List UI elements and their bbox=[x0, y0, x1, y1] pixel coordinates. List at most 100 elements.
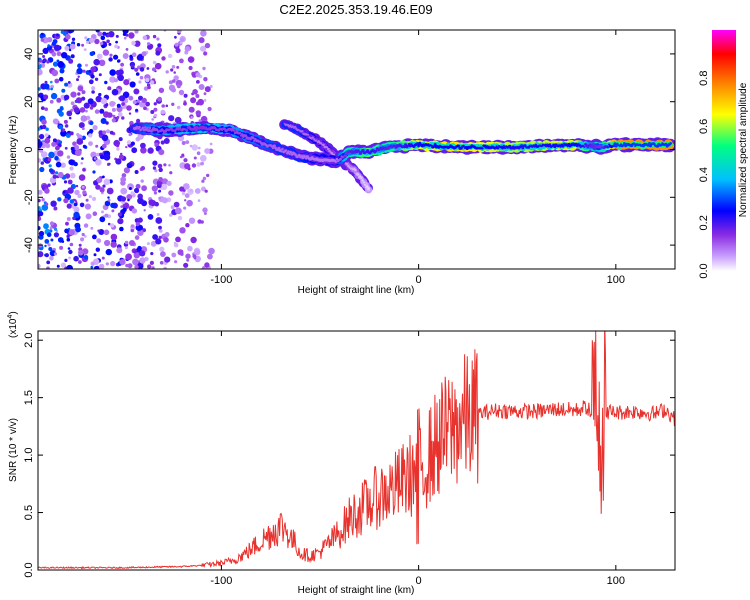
colorbar-tick-label: 0.6 bbox=[698, 119, 710, 134]
noise-speck bbox=[82, 69, 86, 73]
noise-speck bbox=[161, 56, 166, 61]
noise-speck bbox=[47, 243, 51, 247]
x-tick-label: 0 bbox=[416, 575, 422, 587]
noise-speck bbox=[117, 218, 124, 225]
noise-speck bbox=[173, 71, 176, 74]
noise-speck bbox=[136, 54, 144, 61]
noise-speck bbox=[79, 107, 86, 113]
noise-speck bbox=[48, 151, 55, 159]
ridge-mark bbox=[142, 128, 146, 132]
secondary-ridge-mark bbox=[315, 139, 318, 142]
noise-speck bbox=[125, 145, 128, 149]
noise-speck bbox=[152, 67, 156, 72]
noise-speck bbox=[134, 40, 141, 47]
noise-speck bbox=[147, 214, 154, 220]
x-tick-label: 0 bbox=[416, 274, 422, 286]
noise-speck bbox=[109, 53, 113, 57]
noise-speck bbox=[137, 229, 144, 236]
noise-speck bbox=[128, 187, 132, 190]
noise-speck bbox=[160, 140, 165, 145]
y-tick-label: 40 bbox=[23, 48, 35, 60]
noise-speck bbox=[204, 42, 211, 49]
noise-speck bbox=[70, 91, 77, 98]
noise-speck bbox=[96, 152, 100, 157]
noise-speck bbox=[100, 97, 108, 105]
noise-speck bbox=[137, 197, 144, 205]
spectrogram-y-axis-label: Frequency (Hz) bbox=[8, 116, 19, 185]
noise-speck bbox=[116, 247, 123, 254]
noise-speck bbox=[44, 244, 47, 248]
ridge-mark bbox=[194, 128, 198, 132]
noise-speck bbox=[183, 206, 187, 210]
noise-speck bbox=[50, 238, 54, 242]
noise-speck bbox=[49, 221, 55, 226]
noise-speck bbox=[183, 101, 187, 106]
noise-speck bbox=[73, 144, 80, 151]
noise-speck bbox=[78, 249, 84, 256]
noise-speck bbox=[82, 190, 87, 195]
noise-speck bbox=[185, 253, 191, 259]
noise-speck bbox=[83, 223, 89, 228]
noise-speck bbox=[80, 162, 83, 165]
noise-speck bbox=[81, 185, 85, 189]
noise-speck bbox=[93, 58, 100, 66]
noise-speck bbox=[202, 66, 206, 71]
noise-speck bbox=[118, 137, 123, 142]
noise-speck bbox=[46, 266, 50, 269]
ridge-mark bbox=[334, 160, 337, 163]
noise-speck bbox=[62, 190, 66, 194]
noise-speck bbox=[177, 215, 183, 221]
noise-speck bbox=[88, 141, 93, 147]
noise-speck bbox=[196, 151, 201, 155]
noise-speck bbox=[200, 161, 205, 166]
noise-speck bbox=[163, 266, 167, 269]
noise-speck bbox=[92, 125, 98, 131]
noise-speck bbox=[119, 95, 126, 102]
noise-speck bbox=[195, 72, 201, 78]
noise-speck bbox=[152, 60, 157, 65]
noise-speck bbox=[111, 107, 116, 112]
spectrogram-panel: -100 0 100 -40 -20 0 20 40 Height of straight … bbox=[8, 29, 676, 296]
spectrogram-y-ticks: -40 -20 0 20 40 bbox=[23, 48, 675, 253]
noise-speck bbox=[150, 252, 154, 256]
noise-speck bbox=[120, 187, 128, 195]
noise-speck bbox=[95, 95, 102, 103]
noise-speck bbox=[45, 143, 51, 149]
noise-speck bbox=[182, 183, 190, 190]
snr-exponent-label: (x104) bbox=[7, 311, 19, 338]
noise-speck bbox=[164, 232, 170, 237]
secondary-ridge-mark bbox=[354, 168, 357, 172]
noise-speck bbox=[55, 161, 62, 168]
noise-speck bbox=[49, 99, 54, 104]
noise-speck bbox=[196, 80, 200, 84]
noise-speck bbox=[40, 32, 44, 36]
noise-speck bbox=[52, 39, 58, 44]
noise-speck bbox=[38, 230, 45, 237]
noise-speck bbox=[106, 39, 110, 44]
noise-speck bbox=[149, 260, 154, 265]
ridge-mark bbox=[277, 146, 281, 150]
ridge-mark bbox=[632, 142, 636, 145]
noise-speck bbox=[83, 255, 89, 260]
noise-speck bbox=[97, 31, 103, 37]
noise-speck bbox=[54, 227, 58, 231]
snr-frame bbox=[37, 330, 676, 571]
noise-speck bbox=[106, 33, 110, 38]
secondary-ridge-mark bbox=[301, 130, 304, 133]
noise-speck bbox=[130, 228, 135, 233]
noise-speck bbox=[189, 189, 193, 192]
noise-speck bbox=[75, 97, 83, 104]
ridge-mark bbox=[523, 144, 527, 148]
noise-speck bbox=[53, 252, 58, 256]
ridge-mark bbox=[148, 126, 152, 130]
noise-speck bbox=[185, 140, 190, 145]
snr-y-axis-label: SNR (10 * v/v) bbox=[8, 418, 19, 482]
noise-speck bbox=[201, 179, 205, 183]
ridge-mark bbox=[147, 129, 151, 133]
noise-speck bbox=[38, 263, 41, 269]
noise-speck bbox=[203, 77, 208, 82]
noise-speck bbox=[73, 107, 80, 114]
noise-speck bbox=[102, 184, 106, 188]
noise-speck bbox=[55, 171, 59, 175]
noise-speck bbox=[173, 241, 177, 245]
